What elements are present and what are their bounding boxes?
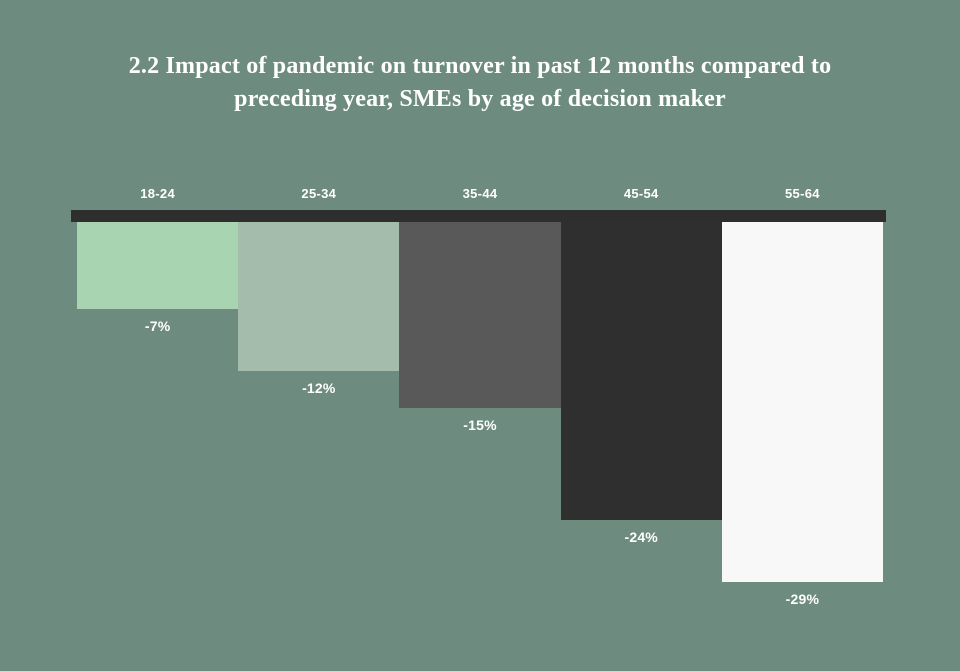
category-label-55-64: 55-64	[785, 186, 820, 201]
bar-column-45-54: -24%	[560, 222, 722, 545]
zero-axis-line	[71, 210, 886, 222]
category-label-18-24: 18-24	[140, 186, 175, 201]
bar-55-64	[721, 222, 884, 582]
bar-45-54	[560, 222, 722, 520]
chart-title-line-2: preceding year, SMEs by age of decision …	[234, 86, 726, 112]
bar-18-24	[77, 222, 239, 309]
value-label-55-64: -29%	[785, 591, 820, 607]
value-label-45-54: -24%	[624, 529, 658, 545]
bar-column-25-34: -12%	[238, 222, 400, 396]
value-label-35-44: -15%	[463, 417, 497, 433]
category-label-25-34: 25-34	[301, 186, 337, 201]
bar-column-55-64: -29%	[721, 222, 884, 607]
category-label-45-54: 45-54	[623, 186, 659, 201]
bar-column-35-44: -15%	[399, 222, 561, 433]
category-labels-row: 18-24 25-34 35-44 45-54 55-64	[77, 186, 883, 201]
bar-column-18-24: -7%	[77, 222, 239, 334]
bar-25-34	[238, 222, 400, 371]
value-label-18-24: -7%	[144, 318, 171, 334]
bars-row: -7% -12% -15% -24% -29%	[77, 222, 884, 607]
chart-title: 2.2 Impact of pandemic on turnover in pa…	[0, 50, 960, 116]
category-label-35-44: 35-44	[462, 186, 498, 201]
value-label-25-34: -12%	[302, 380, 336, 396]
bar-35-44	[399, 222, 561, 408]
chart-title-line-1: 2.2 Impact of pandemic on turnover in pa…	[128, 53, 832, 79]
